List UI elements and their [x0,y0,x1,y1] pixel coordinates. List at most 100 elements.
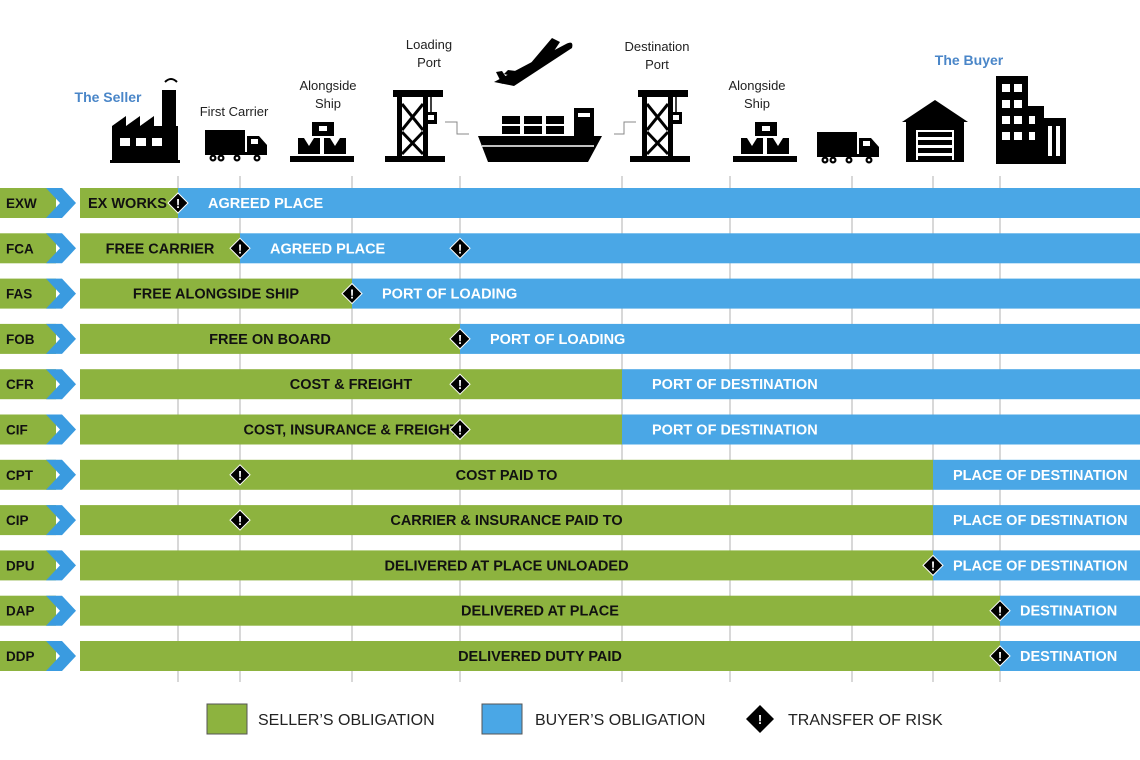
buyer-label: The Buyer [935,52,1004,68]
legend-seller-swatch [206,703,248,735]
chevron-right-icon [46,233,76,264]
warehouse-icon [902,100,968,162]
transfer-of-risk-icon: ! [167,192,189,214]
transfer-of-risk-icon: ! [922,554,944,577]
truck-icon [817,132,879,164]
legend-risk-label: TRANSFER OF RISK [788,712,943,729]
buyer-obligation-label: PORT OF LOADING [490,332,625,348]
buyer-obligation-bar [622,369,1140,400]
legend-buyer-label: BUYER’S OBLIGATION [535,712,705,729]
seller-obligation-bar [80,414,622,445]
incoterm-code: DAP [6,604,35,619]
incoterm-code-box [0,459,56,490]
incoterm-code: FCA [6,241,34,256]
buyer-obligation-bar [933,550,1140,581]
station-label-alongside-ship-destination: Ship [744,96,770,111]
buyer-obligation-label: AGREED PLACE [270,241,386,257]
incoterm-row-ddp: DDP DELIVERED DUTY PAID DESTINATION! [0,641,1140,671]
port-crane-icon [628,88,692,164]
airplane-icon [494,38,573,86]
buyer-obligation-label: DESTINATION [1020,649,1117,665]
incoterm-row-cip: CIP CARRIER & INSURANCE PAID TO PLACE OF D… [0,505,1140,536]
incoterm-code-box [0,595,56,626]
incoterm-code-box [0,414,56,445]
seller-obligation-label: COST PAID TO [456,468,558,484]
transfer-of-risk-icon: ! [989,645,1011,667]
transfer-of-risk-icon: ! [449,418,471,441]
incoterm-row-fob: FOB FREE ON BOARD PORT OF LOADING! [0,323,1140,354]
seller-obligation-label: FREE ALONGSIDE SHIP [133,287,300,303]
incoterm-code-box [0,278,56,309]
buyer-obligation-bar [352,278,1140,309]
chevron-right-icon [46,323,76,354]
svg-text:!: ! [238,241,242,256]
legend-seller-label: SELLER’S OBLIGATION [258,712,435,729]
svg-text:!: ! [458,241,462,256]
buyer-obligation-bar [933,505,1140,536]
incoterm-code: FAS [6,287,32,302]
transfer-of-risk-icon: ! [229,509,251,531]
incoterm-code-box [0,505,56,536]
seller-obligation-bar [80,595,1000,626]
header-labels: The Seller The Buyer First Carrier Alongsid… [75,37,1004,119]
seller-obligation-bar [80,278,352,309]
svg-text:!: ! [238,468,242,483]
incoterm-row-fas: FAS FREE ALONGSIDE SHIP PORT OF LOADING! [0,278,1140,309]
transfer-of-risk-icon: ! [229,464,251,486]
legend-risk-diamond-icon: ! [746,705,774,733]
incoterm-code: DPU [6,558,35,573]
incoterm-row-cif: CIF COST, INSURANCE & FREIGHT PORT OF DEST… [0,414,1140,445]
station-label-alongside-ship-origin: Alongside [299,78,356,93]
chevron-right-icon [46,414,76,445]
svg-text:!: ! [458,423,462,438]
incoterm-code-box [0,323,56,354]
buyer-obligation-bar [622,414,1140,445]
chevron-right-icon [46,641,76,671]
incoterm-code-box [0,369,56,400]
buyer-obligation-bar [240,233,1140,264]
buyer-obligation-label: PORT OF DESTINATION [652,377,818,393]
buyer-obligation-bar [1000,641,1140,671]
svg-text:!: ! [176,196,180,211]
svg-text:!: ! [998,604,1002,619]
pallet-boxes-icon [733,122,797,162]
station-label-destination-port: Port [645,57,669,72]
chevron-right-icon [46,369,76,400]
incoterm-code: FOB [6,332,35,347]
chevron-right-icon [46,278,76,309]
chevron-right-icon [46,595,76,626]
svg-text:!: ! [758,712,762,727]
buyer-obligation-bar [1000,595,1140,626]
station-label-destination-port: Destination [624,39,689,54]
buyer-obligation-label: PLACE OF DESTINATION [953,513,1128,529]
buyer-obligation-label: DESTINATION [1020,604,1117,620]
incoterm-code-box [0,188,56,218]
chevron-right-icon [46,550,76,581]
transfer-of-risk-icon: ! [449,373,471,395]
seller-obligation-bar [80,550,933,581]
pallet-boxes-icon [290,122,354,162]
station-label-loading-port: Loading [406,37,452,52]
transfer-of-risk-icon: ! [229,237,251,260]
incoterm-code: DDP [6,649,35,664]
truck-icon [205,130,267,162]
incoterm-code-box [0,641,56,671]
seller-obligation-bar [80,641,1000,671]
incoterm-code: CPT [6,468,34,483]
svg-text:!: ! [931,558,935,573]
incoterm-code: CFR [6,377,34,392]
station-label-loading-port: Port [417,55,441,70]
transfer-of-risk-icon: ! [449,237,471,260]
seller-obligation-label: FREE CARRIER [106,241,215,257]
header-icons [109,38,1066,164]
buyer-obligation-label: PORT OF LOADING [382,287,517,303]
seller-obligation-label: DELIVERED DUTY PAID [458,649,622,665]
seller-obligation-bar [80,323,460,354]
incoterm-code: CIF [6,423,28,438]
seller-obligation-bar [80,369,622,400]
incoterm-row-dpu: DPU DELIVERED AT PLACE UNLOADED PLACE OF D… [0,550,1140,581]
buyer-obligation-label: AGREED PLACE [208,196,324,212]
buyer-obligation-bar [933,459,1140,490]
transfer-of-risk-icon: ! [341,282,363,305]
